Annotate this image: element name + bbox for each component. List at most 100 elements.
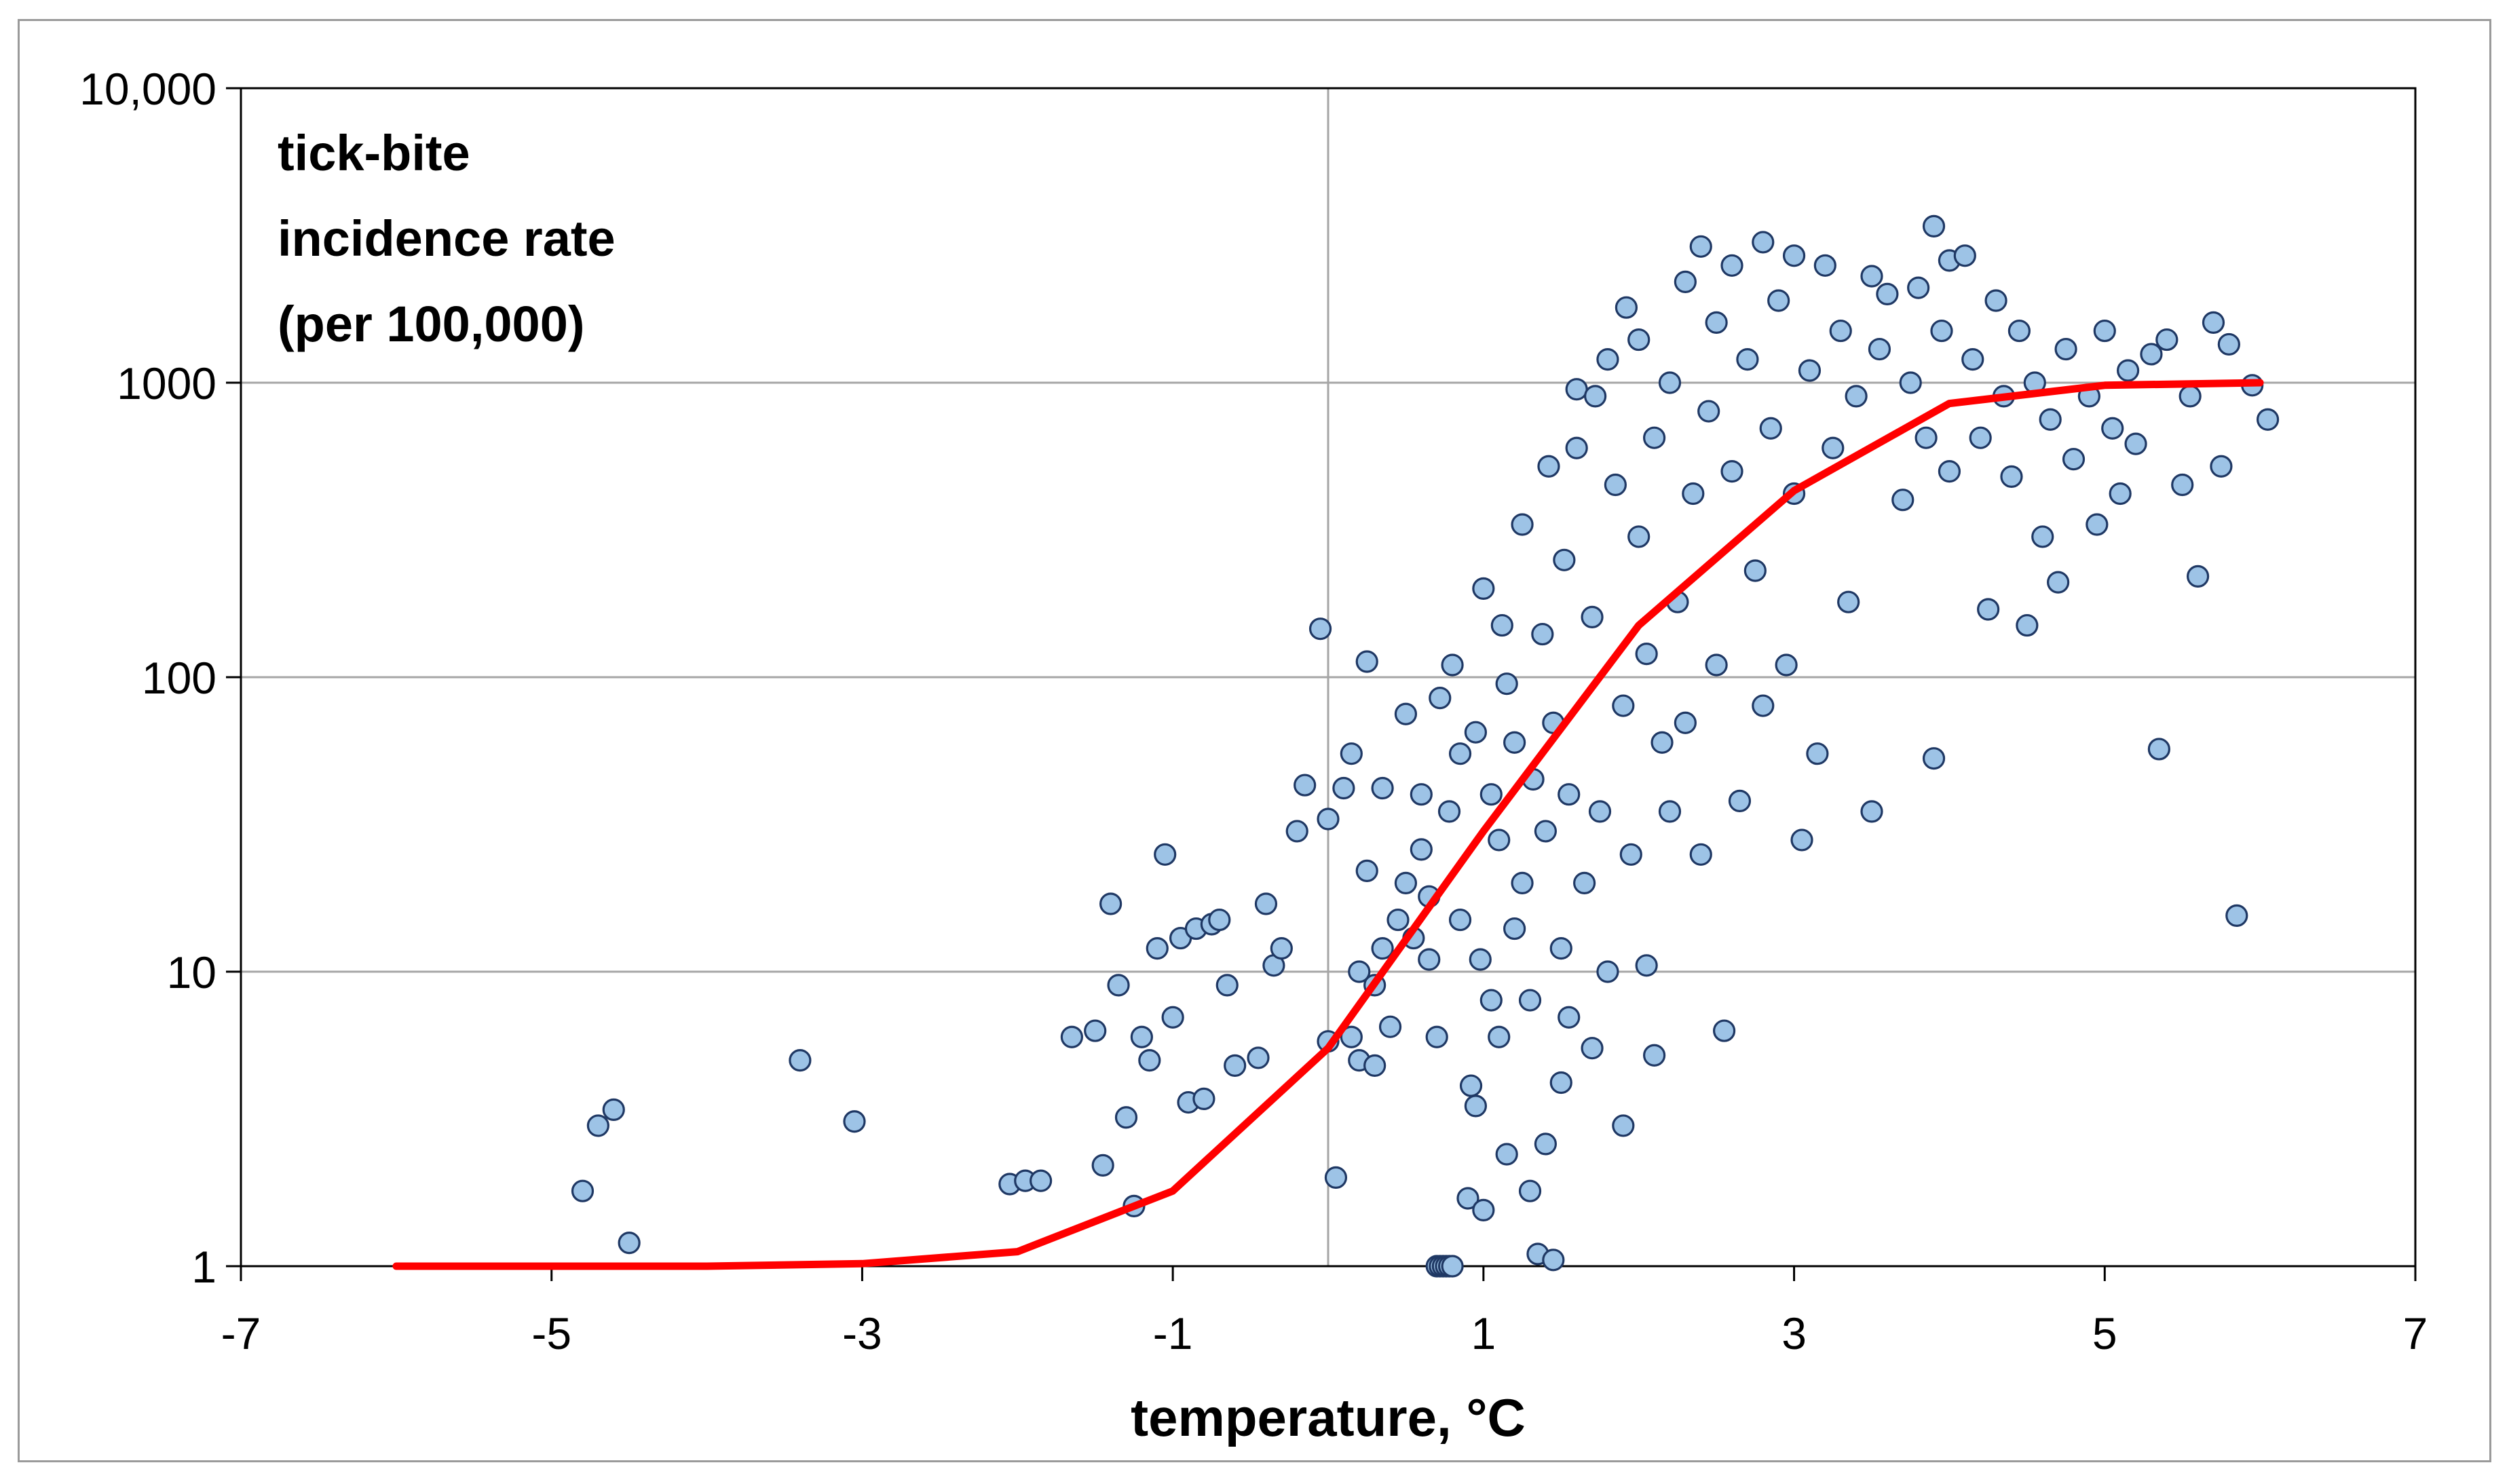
data-point [2109, 482, 2132, 506]
data-point [1192, 1087, 1215, 1111]
data-point [1961, 348, 1984, 371]
data-point [1459, 1074, 1483, 1097]
data-point [2155, 328, 2178, 351]
x-tick-label: 7 [2403, 1308, 2428, 1358]
data-point [1472, 577, 1495, 600]
data-point [2047, 571, 2070, 594]
data-point [1488, 1025, 1511, 1048]
data-point [1208, 908, 1231, 932]
data-point [1728, 789, 1752, 812]
data-point [1658, 371, 1682, 394]
data-point [1635, 954, 1658, 977]
data-point [1705, 653, 1728, 677]
data-point [1294, 774, 1317, 797]
data-point [1627, 328, 1650, 351]
data-point [1472, 1198, 1495, 1221]
data-point [1495, 672, 1518, 696]
x-axis-title: temperature, °C [1131, 1388, 1526, 1447]
data-point [1573, 871, 1596, 894]
data-point [586, 1114, 609, 1137]
data-point [2225, 904, 2248, 927]
fit-curve [392, 379, 2264, 1270]
data-point [1464, 1095, 1488, 1118]
data-point [1107, 974, 1130, 997]
data-point [1752, 231, 1775, 254]
data-point [1907, 276, 1930, 299]
data-point [1464, 721, 1488, 744]
data-point [1759, 417, 1782, 440]
data-point [1161, 1006, 1184, 1029]
data-point [1813, 254, 1836, 277]
data-point [1899, 371, 1922, 394]
data-point [1324, 1166, 1348, 1189]
data-point [1448, 908, 1472, 932]
data-point [1437, 800, 1461, 823]
data-point [1565, 378, 1588, 401]
data-point [1798, 359, 1822, 382]
data-point [1410, 783, 1433, 806]
data-point [1876, 282, 1899, 305]
data-point [1720, 254, 1743, 277]
data-point [1224, 1054, 1247, 1077]
data-point [1938, 460, 1961, 483]
data-point [1549, 1071, 1572, 1095]
data-point [1658, 800, 1682, 823]
data-point [1584, 385, 1607, 408]
data-point [1596, 348, 1619, 371]
data-point [1922, 214, 1946, 237]
data-point [1469, 948, 1492, 971]
y-tick-label: 1000 [117, 358, 216, 408]
x-tick-label: -3 [842, 1308, 882, 1358]
data-point [843, 1110, 866, 1133]
data-point [1340, 742, 1363, 765]
data-point [1837, 590, 1860, 613]
data-point [1588, 800, 1612, 823]
data-point [1752, 694, 1775, 717]
data-point [1394, 871, 1418, 894]
data-point [1767, 289, 1790, 312]
data-point [1317, 807, 1340, 831]
data-point [2000, 465, 2023, 488]
data-point [1332, 776, 1355, 800]
data-point [1674, 270, 1697, 293]
data-point [2062, 448, 2086, 471]
data-point [2171, 473, 2194, 497]
data-point [1099, 892, 1123, 915]
data-point [2202, 311, 2225, 335]
data-point [618, 1232, 641, 1255]
data-point [1138, 1049, 1161, 1072]
data-point [1922, 747, 1946, 770]
data-point [2210, 455, 2233, 478]
data-point [1448, 742, 1472, 765]
data-point [1775, 653, 1798, 677]
data-point [1829, 319, 1852, 343]
data-point [2086, 513, 2109, 536]
y-axis-title-line: incidence rate [278, 210, 616, 267]
data-point [1635, 643, 1658, 666]
x-tick-label: 5 [2092, 1308, 2117, 1358]
data-point [1891, 489, 1914, 512]
data-point [1565, 436, 1588, 459]
data-point [1627, 525, 1650, 548]
data-point [602, 1098, 625, 1121]
data-point [1868, 337, 1891, 361]
data-point [1490, 613, 1513, 637]
data-point [1953, 244, 1976, 267]
data-point [1806, 742, 1829, 765]
data-point [2140, 343, 2163, 366]
data-point [2217, 332, 2240, 356]
fit-line-layer [392, 379, 2264, 1270]
data-point [1511, 871, 1534, 894]
y-tick-label: 100 [142, 653, 216, 703]
data-point [2147, 738, 2170, 761]
data-point [1914, 426, 1938, 449]
data-point [1720, 460, 1743, 483]
data-point [2187, 565, 2210, 588]
data-point [2031, 525, 2054, 548]
data-point [1743, 559, 1767, 582]
x-tick-label: -5 [531, 1308, 571, 1358]
data-point [1619, 843, 1642, 866]
data-point [1581, 605, 1604, 629]
data-point [1705, 311, 1728, 335]
data-point [1285, 820, 1308, 843]
